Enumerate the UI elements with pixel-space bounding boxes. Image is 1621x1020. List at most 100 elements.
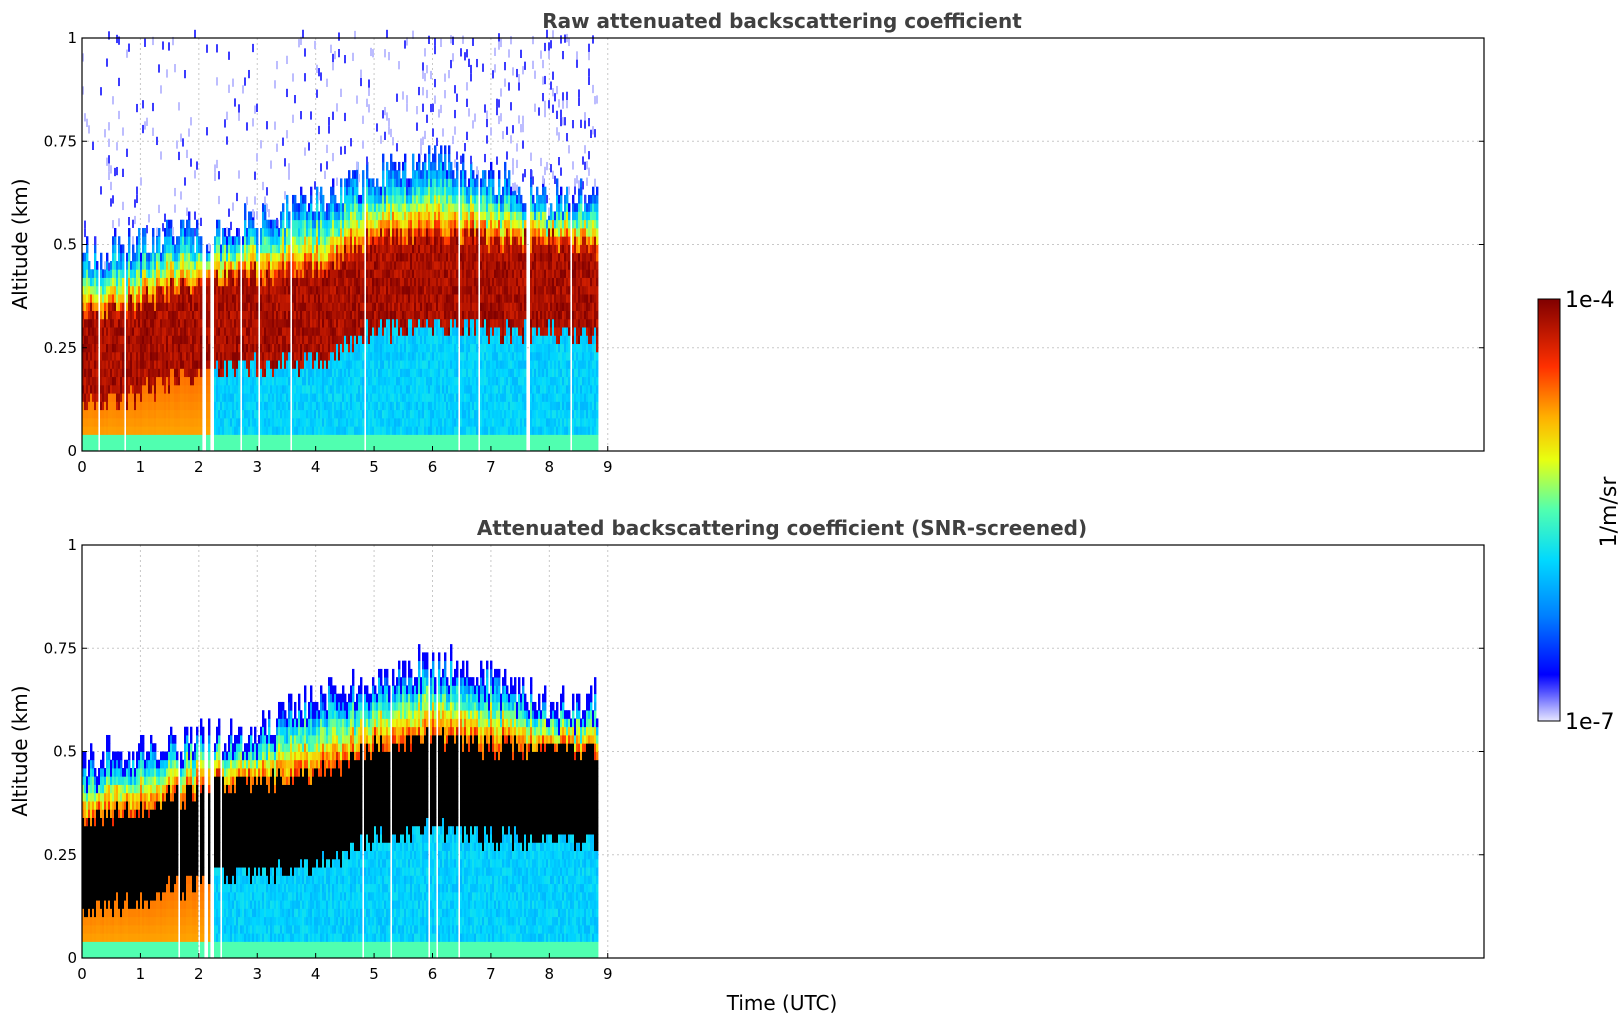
heatmap-cell — [318, 442, 321, 452]
heatmap-cell — [406, 194, 409, 204]
heatmap-cell — [362, 285, 365, 295]
heatmap-cell — [100, 261, 103, 270]
heatmap-cell — [412, 285, 415, 295]
heatmap-cell — [286, 335, 289, 345]
heatmap-cell — [332, 368, 335, 378]
heatmap-cell — [340, 434, 343, 444]
heatmap-cell — [398, 368, 401, 378]
heatmap-cell — [130, 310, 133, 320]
heatmap-cell — [358, 409, 361, 419]
noise-cell — [206, 44, 208, 53]
heatmap-cell — [332, 302, 335, 311]
heatmap-cell — [140, 384, 143, 394]
heatmap-cell — [428, 393, 431, 402]
heatmap-cell — [428, 351, 431, 361]
heatmap-cell — [288, 343, 291, 353]
heatmap-cell — [148, 269, 151, 278]
heatmap-cell — [214, 384, 217, 394]
heatmap-cell — [324, 236, 327, 245]
heatmap-cell — [184, 236, 187, 245]
heatmap-cell — [160, 434, 163, 444]
heatmap-cell — [426, 368, 429, 378]
noise-cell — [136, 103, 138, 113]
heatmap-cell — [260, 294, 263, 303]
heatmap-cell — [376, 277, 379, 287]
heatmap-cell — [406, 244, 409, 254]
heatmap-cell — [86, 244, 89, 254]
heatmap-cell — [312, 252, 315, 262]
heatmap-cell — [330, 227, 333, 237]
heatmap-cell — [134, 310, 137, 320]
heatmap-cell — [286, 244, 289, 254]
heatmap-cell — [140, 285, 143, 295]
heatmap-cell — [422, 426, 425, 435]
heatmap-cell — [228, 351, 231, 361]
heatmap-cell — [308, 384, 311, 394]
heatmap-cell — [190, 376, 193, 386]
heatmap-cell — [296, 442, 299, 452]
heatmap-cell — [260, 442, 263, 452]
heatmap-cell — [126, 401, 129, 411]
heatmap-cell — [110, 310, 113, 320]
heatmap-cell — [358, 442, 361, 452]
heatmap-cell — [198, 434, 201, 444]
heatmap-cell — [288, 401, 291, 411]
heatmap-cell — [332, 351, 335, 361]
heatmap-cell — [340, 393, 343, 402]
heatmap-cell — [388, 376, 391, 386]
heatmap-cell — [366, 252, 369, 262]
heatmap-cell — [96, 310, 99, 320]
heatmap-cell — [92, 277, 95, 287]
heatmap-cell — [390, 261, 393, 270]
heatmap-cell — [198, 318, 201, 328]
heatmap-cell — [374, 343, 377, 353]
heatmap-cell — [426, 327, 429, 336]
heatmap-cell — [414, 327, 417, 336]
heatmap-cell — [252, 434, 255, 444]
panel-raw: Raw attenuated backscattering coefficien… — [8, 9, 1485, 476]
heatmap-cell — [248, 343, 251, 353]
heatmap-cell — [346, 318, 349, 328]
noise-cell — [190, 158, 192, 167]
heatmap-cell — [176, 417, 179, 427]
heatmap-cell — [274, 302, 277, 311]
heatmap-cell — [128, 294, 131, 303]
heatmap-cell — [406, 327, 409, 336]
heatmap-cell — [372, 203, 375, 212]
heatmap-cell — [384, 434, 387, 444]
heatmap-cell — [428, 426, 431, 435]
heatmap-cell — [108, 351, 111, 361]
heatmap-cell — [390, 194, 393, 204]
heatmap-cell — [160, 294, 163, 303]
heatmap-cell — [292, 401, 295, 411]
heatmap-cell — [238, 261, 241, 270]
heatmap-cell — [166, 442, 169, 452]
heatmap-cell — [400, 285, 403, 295]
heatmap-cell — [312, 211, 315, 221]
noise-cell — [426, 89, 428, 99]
heatmap-cell — [372, 393, 375, 402]
heatmap-cell — [154, 434, 157, 444]
heatmap-cell — [380, 211, 383, 221]
heatmap-cell — [334, 327, 337, 336]
heatmap-cell — [288, 219, 291, 229]
heatmap-cell — [276, 351, 279, 361]
heatmap-cell — [282, 360, 285, 369]
heatmap-cell — [220, 360, 223, 369]
heatmap-cell — [300, 327, 303, 336]
noise-cell — [218, 195, 220, 205]
heatmap-cell — [386, 401, 389, 411]
heatmap-cell — [132, 442, 135, 452]
heatmap-cell — [360, 376, 363, 386]
heatmap-cell — [218, 252, 221, 262]
noise-cell — [352, 52, 354, 62]
heatmap-cell — [320, 351, 323, 361]
heatmap-cell — [366, 178, 369, 188]
heatmap-cell — [296, 426, 299, 435]
heatmap-cell — [326, 327, 329, 336]
heatmap-cell — [320, 252, 323, 262]
heatmap-cell — [354, 203, 357, 212]
heatmap-cell — [412, 194, 415, 204]
heatmap-cell — [354, 376, 357, 386]
heatmap-cell — [356, 351, 359, 361]
